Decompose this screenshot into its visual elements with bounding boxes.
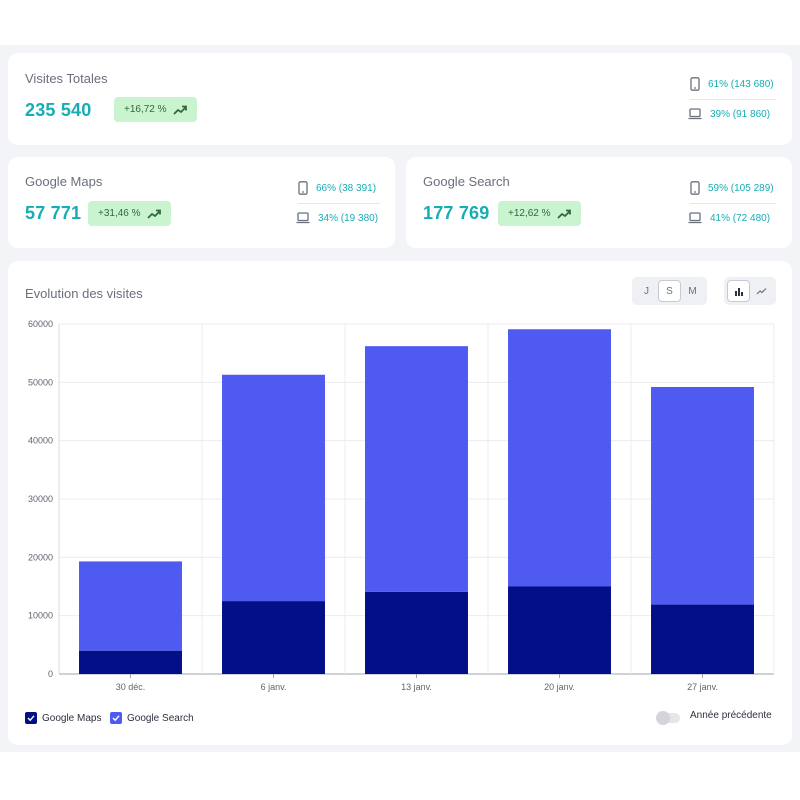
trending-up-icon xyxy=(556,209,571,219)
checkbox-checked-icon xyxy=(25,712,37,724)
search-visits-value: 177 769 xyxy=(423,203,490,223)
period-toggle: J S M xyxy=(632,277,707,305)
total-visits-value: 235 540 xyxy=(25,100,92,120)
desktop-share: 34% (19 380) xyxy=(296,212,378,224)
laptop-icon xyxy=(296,212,310,224)
bar-google-search xyxy=(651,387,754,605)
growth-badge: +12,62 % xyxy=(498,201,581,226)
google-search-card: Google Search 177 769 +12,62 % 59% (105 … xyxy=(406,157,792,248)
chart-type-toggle xyxy=(724,277,776,305)
bar-google-search xyxy=(365,346,468,592)
legend-google-maps[interactable]: Google Maps xyxy=(25,712,101,724)
growth-badge: +16,72 % xyxy=(114,97,197,122)
legend-label: Google Search xyxy=(127,712,194,724)
y-tick-label: 10000 xyxy=(28,611,53,621)
desktop-share: 39% (91 860) xyxy=(688,108,770,120)
desktop-share-value: 34% (19 380) xyxy=(318,212,379,224)
growth-value: +12,62 % xyxy=(508,208,551,219)
divider xyxy=(298,203,380,204)
x-tick-label: 27 janv. xyxy=(687,682,718,692)
line-chart-button[interactable] xyxy=(750,280,773,302)
x-tick-label: 20 janv. xyxy=(544,682,575,692)
desktop-share-value: 41% (72 480) xyxy=(710,212,771,224)
google-maps-card: Google Maps 57 771 +31,46 % 66% (38 391)… xyxy=(8,157,395,248)
mobile-share: 66% (38 391) xyxy=(298,181,376,195)
y-tick-label: 0 xyxy=(48,669,53,679)
y-tick-label: 20000 xyxy=(28,552,53,562)
card-title: Visites Totales xyxy=(25,71,108,86)
card-title: Google Search xyxy=(423,174,510,189)
growth-badge: +31,46 % xyxy=(88,201,171,226)
x-tick-label: 13 janv. xyxy=(401,682,432,692)
y-tick-label: 60000 xyxy=(28,319,53,329)
bar-google-maps xyxy=(365,591,468,674)
card-title: Google Maps xyxy=(25,174,103,189)
bar-google-maps xyxy=(222,601,325,674)
period-week-button[interactable]: S xyxy=(658,280,681,302)
trending-up-icon xyxy=(146,209,161,219)
smartphone-icon xyxy=(690,181,700,195)
legend-label: Google Maps xyxy=(42,712,102,724)
divider xyxy=(690,99,776,100)
mobile-share-value: 59% (105 289) xyxy=(708,182,774,194)
mobile-share: 59% (105 289) xyxy=(690,181,774,195)
mobile-share-value: 66% (38 391) xyxy=(316,182,377,194)
x-tick-label: 6 janv. xyxy=(261,682,287,692)
smartphone-icon xyxy=(298,181,308,195)
period-day-button[interactable]: J xyxy=(644,285,649,297)
bar-google-search xyxy=(222,374,325,602)
mobile-share: 61% (143 680) xyxy=(690,77,774,91)
laptop-icon xyxy=(688,108,702,120)
desktop-share: 41% (72 480) xyxy=(688,212,770,224)
mobile-share-value: 61% (143 680) xyxy=(708,78,774,90)
bar-google-search xyxy=(508,329,611,587)
maps-visits-value: 57 771 xyxy=(25,203,82,223)
toggle-knob xyxy=(656,711,670,725)
y-tick-label: 40000 xyxy=(28,436,53,446)
desktop-share-value: 39% (91 860) xyxy=(710,108,771,120)
total-visits-card: Visites Totales 235 540 +16,72 % 61% (14… xyxy=(8,53,792,145)
y-tick-label: 30000 xyxy=(28,494,53,504)
visits-bar-chart: 0 10000 20000 30000 40000 50000 60000 30 déc. 6 … xyxy=(28,319,775,692)
bar-chart-button[interactable] xyxy=(727,280,750,302)
x-tick-label: 30 déc. xyxy=(116,682,146,692)
chart-title: Evolution des visites xyxy=(25,286,143,301)
divider xyxy=(690,203,776,204)
y-tick-label: 50000 xyxy=(28,377,53,387)
bar-google-maps xyxy=(508,586,611,674)
trending-up-icon xyxy=(172,105,187,115)
bar-google-maps xyxy=(651,604,754,674)
bar-google-maps xyxy=(79,650,182,674)
period-month-button[interactable]: M xyxy=(688,285,697,297)
legend-google-search[interactable]: Google Search xyxy=(110,712,194,724)
previous-year-toggle[interactable] xyxy=(656,711,680,725)
line-chart-icon xyxy=(756,288,767,295)
previous-year-label: Année précédente xyxy=(690,710,772,721)
growth-value: +16,72 % xyxy=(124,104,167,115)
smartphone-icon xyxy=(690,77,700,91)
laptop-icon xyxy=(688,212,702,224)
checkbox-checked-icon xyxy=(110,712,122,724)
growth-value: +31,46 % xyxy=(98,208,141,219)
bar-chart-icon xyxy=(734,287,743,296)
bar-google-search xyxy=(79,561,182,651)
evolution-card: Evolution des visites J S M 0 10000 20000 3… xyxy=(8,261,792,745)
